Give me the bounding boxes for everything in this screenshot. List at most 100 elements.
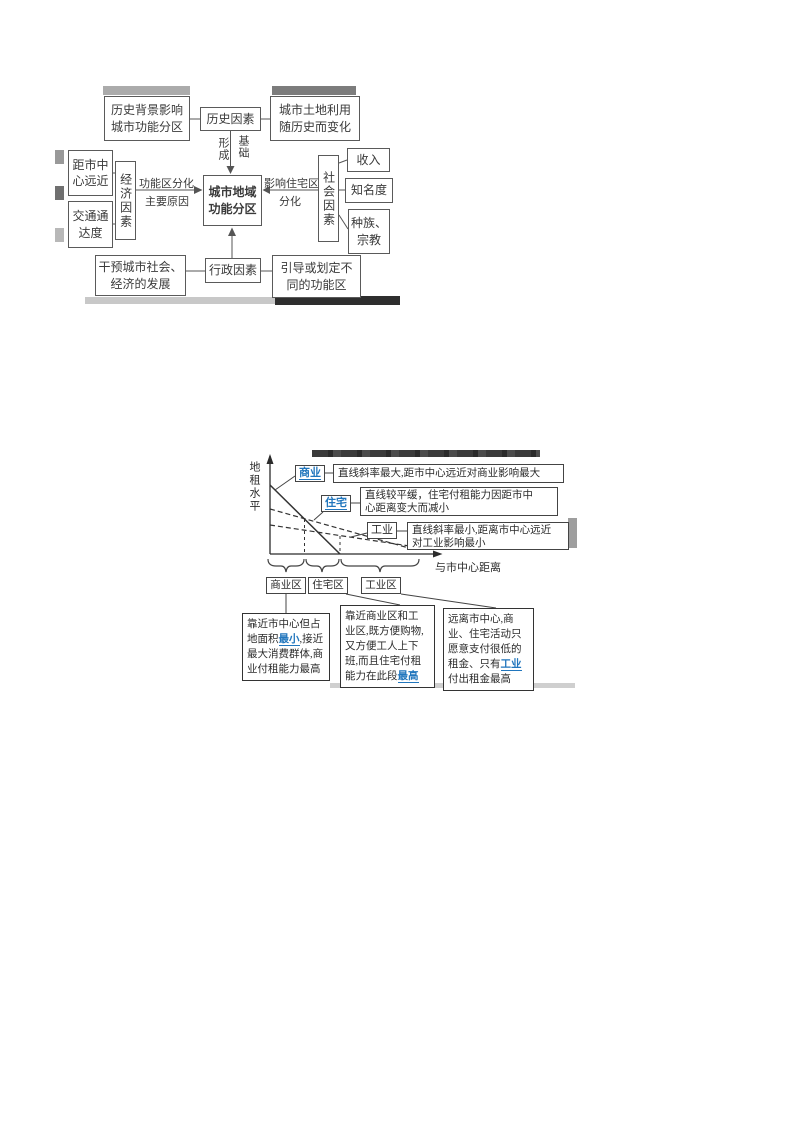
box-text: 知名度 [350, 183, 387, 198]
note-line: 付出租金最高 [448, 674, 511, 685]
zone-dividers [304, 519, 341, 554]
note-line: 又方便工人上下 [345, 641, 419, 652]
box-traffic-accessibility: 交通通 达度 [68, 201, 113, 248]
box-historical-factor: 历史因素 [200, 107, 261, 131]
zone-underbraces [267, 558, 420, 573]
note-line: 地面积最小,接近 [247, 634, 324, 646]
box-text: 功能分区 [208, 201, 257, 216]
highlight-term: 最高 [397, 671, 419, 683]
box-administrative-factor: 行政因素 [205, 258, 261, 283]
box-text: 行政因素 [208, 263, 257, 278]
box-distance-to-center: 距市中 心远近 [68, 150, 113, 196]
callout-connectors [274, 472, 407, 538]
box-income: 收入 [347, 148, 390, 172]
box-text: 达度 [78, 225, 103, 240]
note-line: 最大消费群体,商 [247, 649, 324, 660]
annotation-text: 直线斜率最大,距市中心远近对商业影响最大 [338, 468, 541, 479]
industry-rent-line [269, 524, 417, 548]
box-text: 社会因素 [321, 170, 336, 227]
box-social-factor: 社会因素 [318, 155, 339, 242]
box-text: 历史背景影响 [110, 103, 183, 118]
note-line: 能力在此段最高 [345, 671, 419, 683]
box-text: 随历史而变化 [278, 119, 351, 134]
box-text: 收入 [356, 152, 381, 167]
box-urban-functional-zoning: 城市地域 功能分区 [203, 175, 262, 226]
zone-text: 住宅区 [312, 580, 344, 591]
annotation-text: 直线斜率最小,距离市中心远近 [412, 525, 552, 536]
note-line: 愿意支付很低的 [448, 644, 522, 655]
edge-label-differentiation: 分化 [279, 196, 301, 208]
cropped-title-band [312, 450, 540, 457]
scan-artifact [568, 518, 577, 548]
box-economic-factor: 经济因素 [115, 161, 136, 240]
axis-arrowheads [266, 454, 443, 558]
box-designate-zones: 引导或划定不 同的功能区 [272, 255, 361, 298]
edge-label-main-reason: 主要原因 [145, 196, 189, 208]
scan-artifact [55, 150, 64, 164]
box-intervene-development: 干预城市社会、 经济的发展 [95, 255, 186, 296]
land-rent-distance-chart: 地租水平 与市中心距离 商业 直线斜率最大,距市中心远近对商业影响最大 住宅 直… [230, 443, 576, 691]
scan-artifact [55, 186, 64, 200]
note-line: 远离市中心,商 [448, 614, 514, 625]
box-text: 历史因素 [206, 111, 255, 126]
box-text: 距市中 [72, 157, 109, 172]
residential-zone-note: 靠近商业区和工 业区,既方便购物, 又方便工人上下 班,而且住宅付租 能力在此段… [340, 605, 435, 688]
annotation-text: 直线较平缓，住宅付租能力因距市中 [365, 490, 533, 501]
residence-rent-line [269, 508, 417, 551]
note-line: 靠近市中心但占 [247, 619, 321, 630]
tag-text: 住宅 [325, 497, 347, 510]
box-text: 城市功能分区 [110, 119, 183, 134]
residence-line-tag: 住宅 [321, 495, 351, 512]
box-text: 心远近 [72, 174, 109, 188]
box-text: 引导或划定不 [280, 261, 353, 276]
annotation-text: 对工业影响最小 [412, 538, 486, 549]
box-text: 城市地域 [208, 185, 257, 200]
note-line: 业区,既方便购物, [345, 626, 424, 637]
commerce-annotation: 直线斜率最大,距市中心远近对商业影响最大 [333, 464, 564, 483]
box-text: 种族、 [350, 216, 387, 231]
zone-commercial: 商业区 [266, 577, 306, 594]
zone-residential: 住宅区 [308, 577, 348, 594]
box-race-religion: 种族、 宗教 [348, 209, 390, 254]
edge-label-form: 形成 [217, 137, 229, 161]
commercial-zone-note: 靠近市中心但占 地面积最小,接近 最大消费群体,商 业付租能力最高 [242, 613, 330, 681]
box-text: 同的功能区 [286, 277, 347, 292]
box-text: 干预城市社会、 [98, 260, 183, 275]
x-axis-label: 与市中心距离 [435, 562, 501, 574]
box-text: 交通通 [72, 209, 109, 224]
industry-line-tag: 工业 [367, 522, 397, 539]
box-historical-background: 历史背景影响 城市功能分区 [104, 96, 190, 141]
note-connectors [285, 593, 497, 613]
axes [269, 456, 439, 555]
industrial-zone-note: 远离市中心,商 业、住宅活动只 愿意支付很低的 租金、只有工业 付出租金最高 [443, 608, 534, 691]
zone-text: 工业区 [365, 580, 397, 591]
urban-function-factor-diagram: 历史背景影响 城市功能分区 历史因素 城市土地利用 随历史而变化 形成 基础 距… [63, 85, 400, 306]
zone-industrial: 工业区 [361, 577, 401, 594]
note-line: 业付租能力最高 [247, 664, 321, 675]
box-text: 经济因素 [118, 172, 133, 229]
box-text: 经济的发展 [110, 276, 171, 291]
tag-text: 商业 [299, 467, 321, 480]
box-fame: 知名度 [345, 178, 393, 203]
box-land-use-change: 城市土地利用 随历史而变化 [270, 96, 360, 141]
commerce-line-tag: 商业 [295, 465, 325, 482]
y-axis-label: 地租水平 [248, 461, 260, 513]
edge-label-affect-residential: 影响住宅区 [264, 178, 319, 190]
tag-text: 工业 [371, 524, 393, 536]
note-line: 业、住宅活动只 [448, 629, 522, 640]
edge-label-function-differentiation: 功能区分化 [139, 178, 194, 190]
note-line: 班,而且住宅付租 [345, 656, 422, 667]
edge-label-basis: 基础 [237, 135, 249, 159]
highlight-term: 最小 [278, 634, 300, 646]
box-text: 宗教 [356, 232, 381, 247]
note-line: 靠近商业区和工 [345, 611, 419, 622]
scan-artifact [103, 86, 190, 95]
scan-artifact [55, 228, 64, 242]
box-text: 城市土地利用 [278, 103, 351, 118]
scan-artifact [85, 297, 275, 304]
note-line: 租金、只有工业 [448, 659, 522, 671]
highlight-term: 工业 [500, 659, 522, 671]
scan-artifact [272, 86, 356, 95]
annotation-text: 心距离变大而减小 [365, 503, 449, 514]
